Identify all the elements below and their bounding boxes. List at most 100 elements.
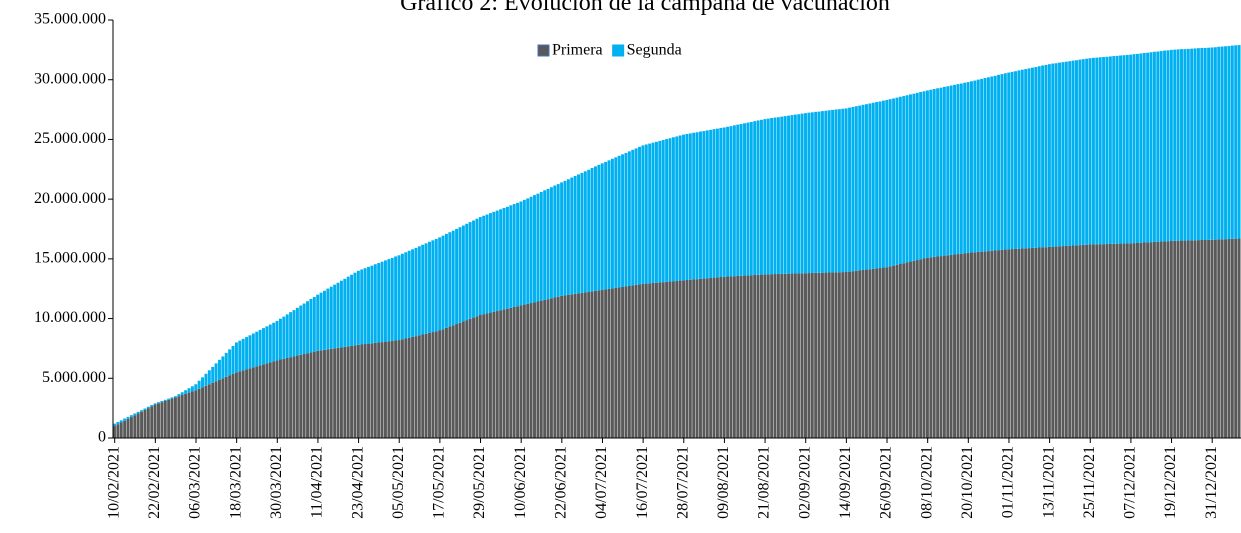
bar-segment [190,391,194,438]
bar-segment [837,109,841,273]
bar-segment [743,123,746,276]
bar-segment [214,363,218,382]
x-tick-label: 31/12/2021 [1203,446,1220,519]
bar-segment [170,397,174,399]
bar-segment [871,102,875,269]
bar-segment [577,293,581,438]
bar-segment [323,349,326,438]
bar-segment [302,303,306,355]
bar-segment [234,342,238,373]
bar-segment [231,373,235,438]
bar-segment [549,187,553,299]
x-tick-label: 09/08/2021 [715,446,732,519]
bar-segment [712,277,716,438]
bar-segment [268,362,272,438]
bar-segment [970,252,973,438]
bar-segment [194,390,198,438]
bar-segment [1149,242,1153,438]
bar-segment [587,291,591,438]
bar-segment [1125,54,1129,244]
bar-segment [624,152,628,287]
bar-segment [275,320,279,361]
x-tick-label: 22/06/2021 [553,446,570,519]
bar-segment [1190,48,1194,241]
bar-segment [187,388,191,393]
bar-segment [1105,56,1109,245]
bar-segment [339,280,343,348]
bar-segment [1061,62,1065,247]
bar-segment [973,252,977,438]
bar-segment [980,251,984,438]
bar-segment [238,371,242,438]
bar-segment [959,83,963,254]
bar-segment [1105,244,1109,438]
bar-segment [282,316,286,359]
bar-segment [726,276,730,438]
bar-segment [234,372,238,438]
bar-segment [1115,55,1119,244]
bar-segment [492,311,496,438]
bar-segment [289,312,293,358]
bar-segment [326,349,330,438]
bar-segment [983,251,987,438]
bar-segment [759,119,763,275]
bar-segment [201,387,205,438]
bar-segment [295,307,299,356]
x-tick-label: 11/04/2021 [309,446,326,518]
bar-segment [190,386,194,392]
bar-segment [1091,57,1095,245]
bar-segment [776,274,780,438]
bar-segment [478,217,482,315]
bar-segment [417,335,421,438]
bar-segment [272,361,276,438]
bar-segment [336,347,340,438]
bar-segment [157,402,160,404]
x-tick-label: 28/07/2021 [674,446,691,519]
bar-segment [1183,240,1187,438]
bar-segment [492,211,496,312]
bar-segment [648,283,652,438]
x-tick-label: 19/12/2021 [1162,446,1179,519]
bar-segment [123,418,127,421]
bar-segment [475,316,479,438]
bar-segment [715,128,719,278]
bar-segment [881,267,885,438]
bar-segment [1142,242,1146,438]
bar-segment [255,366,259,438]
bar-segment [136,413,140,438]
bar-segment [753,121,757,275]
bar-segment [634,284,638,438]
bar-segment [248,368,252,438]
bar-segment [1024,69,1028,249]
bar-segment [119,422,123,438]
bar-segment [1088,58,1092,245]
bar-segment [1078,59,1082,246]
bar-segment [675,136,679,281]
bar-segment [763,274,767,438]
bar-segment [516,202,520,307]
bar-segment [1169,49,1173,241]
bar-segment [607,288,611,438]
bar-segment [1010,249,1014,438]
bar-segment [285,314,289,358]
bar-segment [621,154,625,287]
bar-segment [143,408,147,410]
bar-segment [610,288,614,438]
bar-segment [323,290,326,350]
bar-segment [1234,45,1238,239]
bar-segment [800,113,804,274]
bar-segment [1122,55,1126,244]
bar-segment [587,169,591,292]
bar-segment [966,82,970,253]
bar-segment [444,327,448,438]
bar-segment [519,201,523,306]
x-tick-label: 06/03/2021 [187,446,204,519]
bar-segment [448,326,452,438]
bar-segment [1030,247,1034,438]
bar-segment [133,413,137,416]
bar-segment [875,268,879,438]
bar-segment [699,278,702,438]
bar-segment [173,396,177,398]
bar-segment [421,244,425,335]
bar-segment [228,375,232,438]
